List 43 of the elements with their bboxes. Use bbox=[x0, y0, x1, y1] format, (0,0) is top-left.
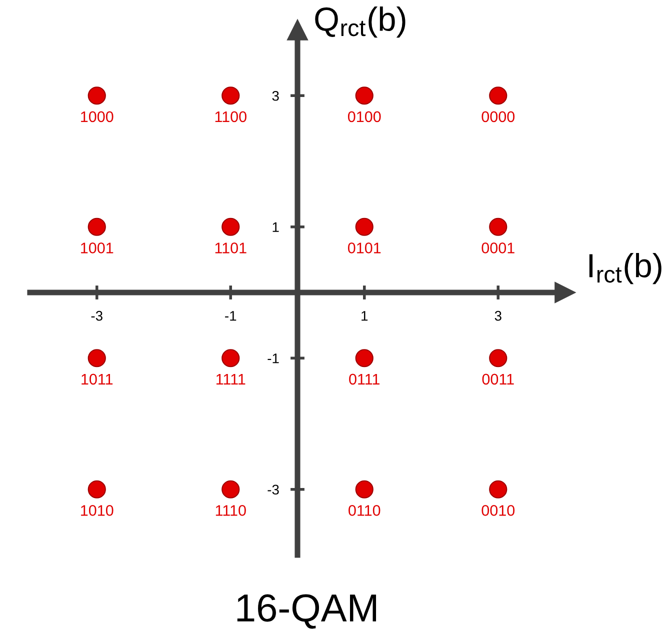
annotation: 0011 bbox=[482, 374, 514, 385]
point bbox=[88, 218, 106, 236]
point bbox=[489, 218, 508, 236]
x-tick-label: 3 bbox=[494, 310, 502, 321]
annotation: 1101 bbox=[215, 242, 246, 254]
x-axis-title: I$_{rct}$(b) bbox=[589, 253, 662, 284]
y-tick-label: 3 bbox=[272, 90, 279, 101]
y-axis-title: Q$_{rct}$(b) bbox=[315, 6, 406, 38]
annotation: 1010 bbox=[81, 505, 114, 516]
point bbox=[489, 349, 508, 368]
y-tick-label: -1 bbox=[268, 354, 279, 364]
point bbox=[222, 349, 240, 368]
point bbox=[355, 218, 374, 236]
point bbox=[489, 480, 508, 498]
point bbox=[355, 349, 374, 368]
annotation: 1011 bbox=[82, 374, 113, 385]
annotation: 1001 bbox=[81, 242, 114, 254]
point bbox=[88, 480, 106, 498]
point bbox=[88, 349, 106, 368]
point bbox=[355, 480, 374, 498]
y-tick-label: 1 bbox=[272, 222, 279, 232]
annotation: 0100 bbox=[348, 111, 381, 122]
point bbox=[222, 480, 240, 498]
annotation: 0000 bbox=[482, 111, 515, 122]
point bbox=[489, 86, 508, 105]
text: 16-QAM bbox=[237, 594, 376, 629]
y-tick-label: -3 bbox=[268, 484, 279, 495]
x-tick-label: -3 bbox=[91, 310, 102, 321]
annotation: 0001 bbox=[482, 242, 514, 254]
annotation: 1110 bbox=[216, 505, 246, 516]
x-tick-label: 1 bbox=[362, 311, 368, 321]
point bbox=[222, 218, 240, 236]
annotation: 0111 bbox=[349, 374, 380, 385]
annotation: 1100 bbox=[215, 111, 246, 122]
annotation: 1111 bbox=[216, 374, 246, 384]
point bbox=[222, 86, 240, 105]
point bbox=[355, 86, 374, 105]
annotation: 1000 bbox=[81, 111, 114, 122]
annotation: 0110 bbox=[348, 505, 380, 516]
annotation: 0101 bbox=[348, 242, 381, 254]
annotation: 0010 bbox=[482, 505, 515, 516]
point bbox=[88, 86, 106, 105]
x-tick-label: -1 bbox=[225, 311, 236, 321]
